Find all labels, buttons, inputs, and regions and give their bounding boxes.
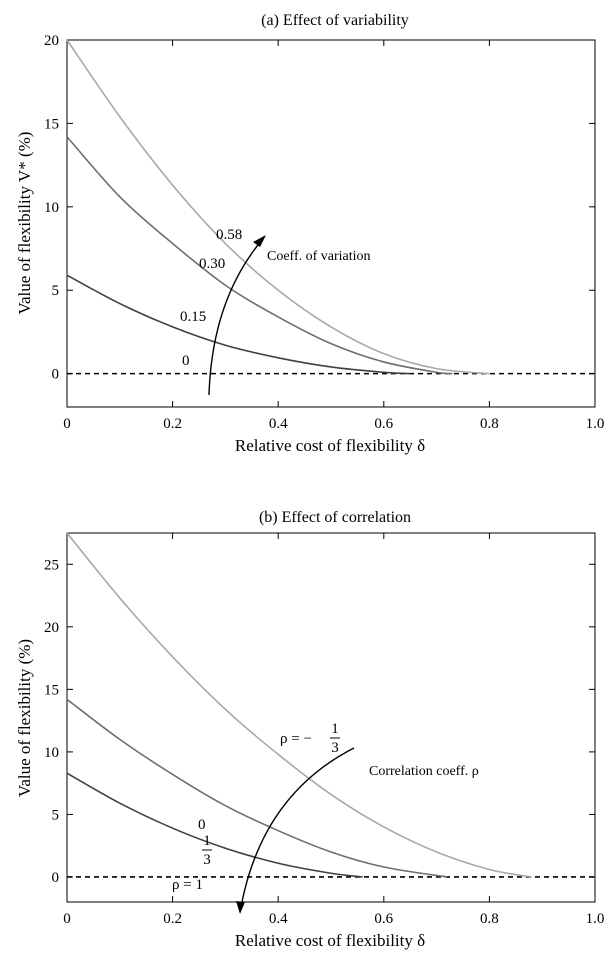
arrowhead-coeff-of-variation (253, 235, 266, 247)
y-tick-label: 5 (52, 283, 60, 299)
panel-b-title: (b) Effect of correlation (259, 509, 411, 526)
x-tick-label: 0.4 (269, 416, 288, 432)
label-rho-neg-third-num: 1 (331, 721, 339, 737)
label-cv-015: 0.15 (180, 309, 206, 325)
x-tick-label: 0.4 (269, 911, 288, 927)
series-line-1 (66, 772, 363, 878)
arrow-correlation-coeff (240, 747, 355, 908)
y-tick-label: 0 (52, 870, 60, 886)
x-tick-label: 1.0 (586, 416, 605, 432)
y-tick-label: 10 (44, 745, 59, 761)
x-tick-label: 0.8 (480, 911, 499, 927)
label-third-den: 3 (203, 852, 211, 868)
y-tick-label: 5 (52, 807, 60, 823)
panel-b-plot-frame (66, 532, 596, 903)
x-tick-label: 0.2 (163, 911, 182, 927)
y-tick-label: 0 (52, 367, 60, 383)
x-tick-label: 0.6 (374, 911, 393, 927)
label-cv-030: 0.30 (199, 256, 225, 272)
panel-a-x-axis-label: Relative cost of flexibility δ (235, 436, 425, 455)
series-line-1 (66, 274, 411, 375)
label-cv-058: 0.58 (216, 227, 242, 243)
label-rho-zero: 0 (198, 817, 206, 833)
y-tick-label: 20 (44, 620, 59, 636)
panel-a-y-axis-label: Value of flexibility V* (%) (15, 132, 34, 315)
panel-b-x-axis-label: Relative cost of flexibility δ (235, 931, 425, 950)
arrow-coeff-of-variation (208, 239, 263, 396)
annotation-coeff-of-variation: Coeff. of variation (267, 249, 371, 264)
x-tick-label: 0.6 (374, 416, 393, 432)
y-tick-label: 25 (44, 557, 59, 573)
x-tick-label: 0.2 (163, 416, 182, 432)
x-tick-label: 0.8 (480, 416, 499, 432)
y-tick-label: 15 (44, 116, 59, 132)
label-cv-0: 0 (182, 353, 190, 369)
arrowhead-correlation-coeff (236, 901, 245, 914)
annotation-correlation-coeff: Correlation coeff. ρ (369, 764, 479, 779)
series-line-2 (66, 136, 453, 375)
panel-a-title: (a) Effect of variability (261, 12, 409, 29)
panel-b-y-axis-label: Value of flexibility (%) (15, 639, 34, 797)
y-tick-label: 15 (44, 682, 59, 698)
label-third-num: 1 (203, 833, 211, 849)
panel-b-correlation: (b) Effect of correlation 0 0.2 0.4 0.6 0.8 1… (15, 509, 604, 950)
series-line-2 (66, 698, 448, 878)
panel-a-plot-frame (66, 39, 596, 408)
label-rho-neg-third-prefix: ρ = − (280, 731, 312, 747)
panel-a-variability: (a) Effect of variability 0 0.2 0.4 0.6 0.8 1… (15, 12, 604, 455)
x-tick-label: 1.0 (586, 911, 605, 927)
series-line-3 (66, 532, 532, 878)
x-tick-label: 0 (63, 911, 71, 927)
y-tick-label: 20 (44, 33, 59, 49)
y-tick-label: 10 (44, 200, 59, 216)
x-tick-label: 0 (63, 416, 71, 432)
series-line-3 (66, 39, 490, 375)
label-rho-neg-third-den: 3 (331, 740, 339, 756)
label-rho-one: ρ = 1 (172, 877, 203, 893)
